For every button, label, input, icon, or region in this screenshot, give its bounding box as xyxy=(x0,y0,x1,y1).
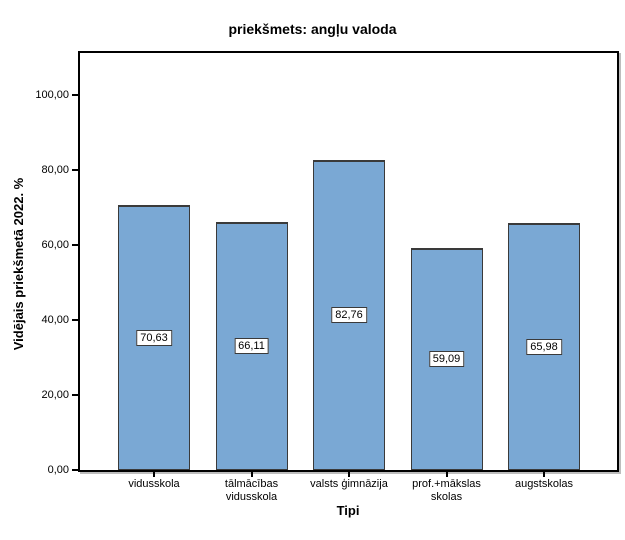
bar-value-label: 70,63 xyxy=(136,329,172,346)
x-axis-tick xyxy=(348,472,350,477)
x-axis-tick xyxy=(543,472,545,477)
y-axis-tick xyxy=(72,169,78,171)
bar-value-label: 82,76 xyxy=(331,307,367,323)
x-axis-category-label: tālmācības vidusskola xyxy=(224,478,279,503)
y-axis-tick xyxy=(72,319,78,321)
y-axis-tick xyxy=(72,94,78,96)
bar-value-label: 59,09 xyxy=(428,351,465,367)
x-axis-tick xyxy=(250,472,253,477)
x-axis-category-label: vidusskola xyxy=(128,478,180,490)
y-axis-tick xyxy=(72,469,78,471)
x-axis-category-label: augstskolas xyxy=(514,478,574,490)
bar-value-label: 65,98 xyxy=(526,338,562,355)
y-axis-tick-label: 20,00 xyxy=(41,389,69,401)
y-axis-tick-label: 60,00 xyxy=(41,239,69,251)
y-axis-tick xyxy=(72,244,78,246)
y-axis-tick-label: 80,00 xyxy=(41,164,69,176)
y-axis-tick-label: 40,00 xyxy=(41,314,69,326)
chart-title: priekšmets: angļu valoda xyxy=(228,21,397,37)
x-axis-category-label: valsts ģimnāzija xyxy=(310,478,388,490)
bar-value-label: 66,11 xyxy=(234,338,269,354)
x-axis-tick xyxy=(153,472,155,477)
x-axis-category-label: prof.+mākslas skolas xyxy=(412,478,481,503)
plot-area: 70,63 66,11 82,76 59,09 65,98 xyxy=(78,51,619,472)
y-axis-tick-label: 0,00 xyxy=(47,464,69,476)
x-axis-tick xyxy=(445,472,448,477)
y-axis-tick xyxy=(72,394,78,396)
x-axis-title: Tipi xyxy=(336,503,360,518)
y-axis-tick-label: 100,00 xyxy=(35,89,69,101)
